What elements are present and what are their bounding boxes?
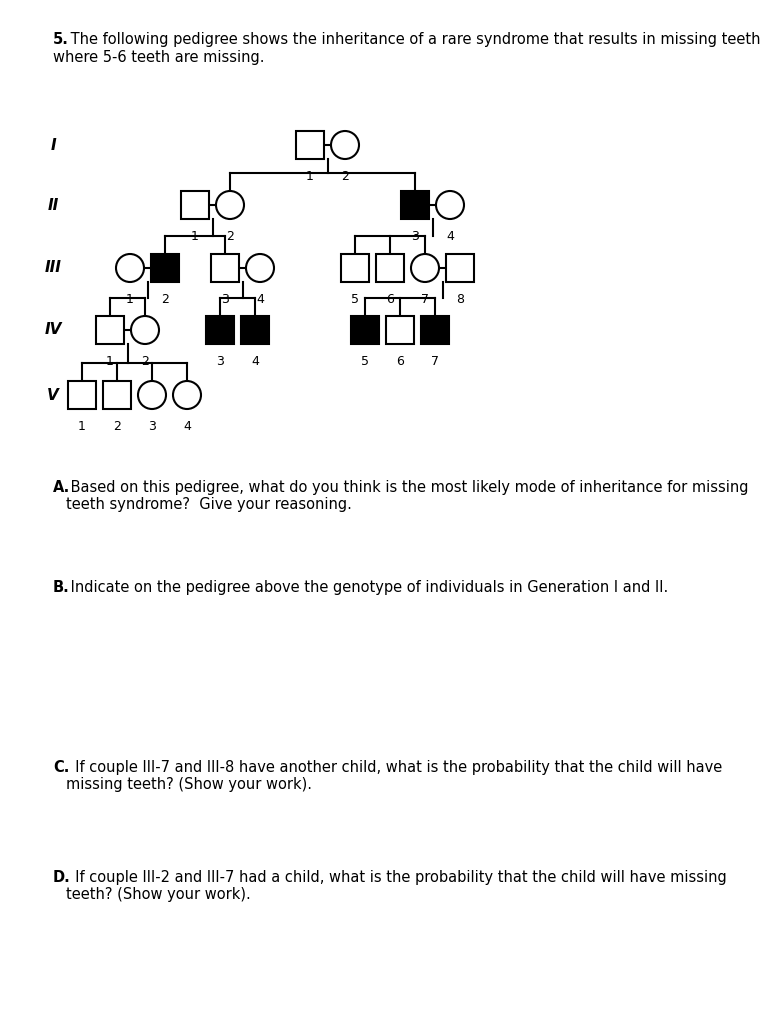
Text: 1: 1: [306, 170, 314, 183]
Text: where 5-6 teeth are missing.: where 5-6 teeth are missing.: [53, 50, 264, 65]
Text: 8: 8: [456, 293, 464, 306]
Text: D.: D.: [53, 870, 71, 885]
Text: C.: C.: [53, 760, 69, 775]
Text: 5: 5: [361, 355, 369, 368]
Ellipse shape: [173, 381, 201, 409]
Text: Indicate on the pedigree above the genotype of individuals in Generation I and I: Indicate on the pedigree above the genot…: [66, 580, 668, 595]
Bar: [376, 254, 404, 282]
Text: V: V: [47, 387, 58, 402]
Bar: [68, 381, 96, 409]
Text: 5.: 5.: [53, 32, 69, 47]
Text: 2: 2: [161, 293, 169, 306]
Text: If couple III-7 and III-8 have another child, what is the probability that the c: If couple III-7 and III-8 have another c…: [66, 760, 722, 793]
Text: 3: 3: [148, 420, 156, 433]
Bar: [351, 316, 379, 344]
Ellipse shape: [131, 316, 159, 344]
Bar: [296, 131, 324, 159]
Text: 3: 3: [216, 355, 224, 368]
Bar: [446, 254, 474, 282]
Ellipse shape: [331, 131, 359, 159]
Ellipse shape: [246, 254, 274, 282]
Bar: [386, 316, 414, 344]
Text: 7: 7: [421, 293, 429, 306]
Bar: [96, 316, 124, 344]
Bar: [401, 191, 429, 219]
Text: B.: B.: [53, 580, 69, 595]
Text: 2: 2: [341, 170, 349, 183]
Text: 4: 4: [183, 420, 191, 433]
Text: 1: 1: [191, 230, 199, 243]
Text: 4: 4: [256, 293, 264, 306]
Ellipse shape: [436, 191, 464, 219]
Bar: [206, 316, 234, 344]
Text: II: II: [48, 198, 58, 213]
Text: 5: 5: [351, 293, 359, 306]
Bar: [211, 254, 239, 282]
Ellipse shape: [216, 191, 244, 219]
Text: I: I: [50, 137, 56, 153]
Text: 6: 6: [386, 293, 394, 306]
Bar: [241, 316, 269, 344]
Bar: [151, 254, 179, 282]
Text: 7: 7: [431, 355, 439, 368]
Text: The following pedigree shows the inheritance of a rare syndrome that results in : The following pedigree shows the inherit…: [66, 32, 760, 47]
Bar: [181, 191, 209, 219]
Ellipse shape: [411, 254, 439, 282]
Text: 1: 1: [106, 355, 114, 368]
Text: III: III: [44, 260, 62, 275]
Text: Based on this pedigree, what do you think is the most likely mode of inheritance: Based on this pedigree, what do you thin…: [66, 480, 749, 512]
Text: 3: 3: [411, 230, 419, 243]
Text: 4: 4: [251, 355, 259, 368]
Text: A.: A.: [53, 480, 70, 495]
Text: 1: 1: [126, 293, 134, 306]
Text: 2: 2: [141, 355, 149, 368]
Text: IV: IV: [44, 323, 62, 338]
Text: 4: 4: [446, 230, 454, 243]
Bar: [421, 316, 449, 344]
Text: 3: 3: [221, 293, 229, 306]
Text: 6: 6: [396, 355, 404, 368]
Ellipse shape: [138, 381, 166, 409]
Bar: [103, 381, 131, 409]
Text: 1: 1: [78, 420, 86, 433]
Text: If couple III-2 and III-7 had a child, what is the probability that the child wi: If couple III-2 and III-7 had a child, w…: [66, 870, 727, 902]
Ellipse shape: [116, 254, 144, 282]
Text: 2: 2: [226, 230, 234, 243]
Text: 2: 2: [113, 420, 121, 433]
Bar: [341, 254, 369, 282]
